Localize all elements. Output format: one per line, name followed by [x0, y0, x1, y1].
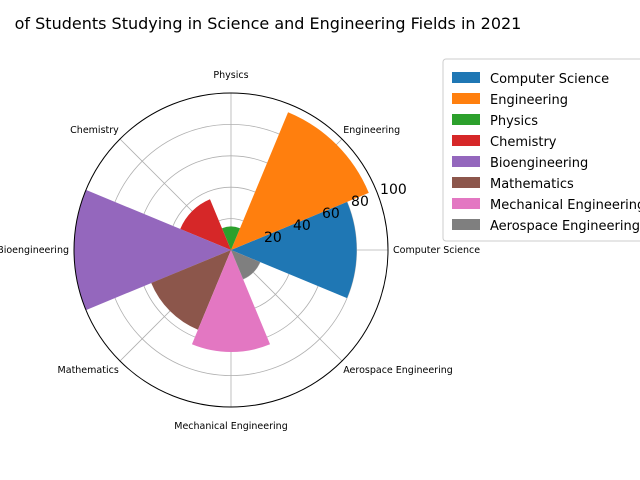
radial-tick-label: 20	[264, 230, 282, 246]
category-label: Chemistry	[70, 125, 119, 136]
legend-swatch	[452, 198, 480, 209]
legend-label: Mathematics	[490, 177, 574, 192]
category-label: Mechanical Engineering	[174, 421, 287, 432]
legend-label: Mechanical Engineering	[490, 198, 640, 213]
legend-label: Engineering	[490, 93, 568, 108]
legend-swatch	[452, 177, 480, 188]
category-label: Mathematics	[58, 365, 119, 376]
legend-label: Chemistry	[490, 135, 557, 150]
category-label: Physics	[213, 70, 248, 81]
category-labels: Computer Science Engineering Physics Chemis…	[0, 70, 480, 432]
category-label: Engineering	[343, 125, 400, 136]
legend-swatch	[452, 219, 480, 230]
legend-swatch	[452, 156, 480, 167]
category-label: Bioengineering	[0, 245, 69, 256]
bar-mathematics	[151, 250, 231, 330]
bar-mechanical-engineering	[191, 250, 271, 353]
legend-label: Computer Science	[490, 72, 609, 87]
bar-computer-science	[231, 201, 357, 299]
bar-aerospace-engineering	[231, 250, 261, 280]
radial-tick-label: 40	[293, 218, 311, 234]
legend-label: Aerospace Engineering	[490, 219, 640, 234]
category-label: Computer Science	[393, 245, 480, 256]
bar-chemistry	[180, 199, 231, 250]
legend-swatch	[452, 135, 480, 146]
radial-tick-label: 60	[322, 206, 340, 222]
legend-box	[442, 58, 640, 242]
bar-physics	[221, 226, 241, 250]
radial-tick-labels: 20 40 60 80 100	[264, 182, 407, 246]
bar-engineering	[231, 112, 369, 250]
bar-bioengineering	[73, 189, 231, 311]
category-label: Aerospace Engineering	[343, 365, 453, 376]
outer-frame	[73, 92, 389, 408]
legend-swatch	[452, 72, 480, 83]
legend-swatch	[452, 114, 480, 125]
radial-tick-label: 80	[351, 194, 369, 210]
chart-title: of Students Studying in Science and Engi…	[15, 14, 522, 33]
bars	[73, 112, 369, 353]
legend: Computer Science Engineering Physics Chemis…	[442, 58, 640, 242]
radial-tick-label: 100	[380, 182, 407, 198]
legend-swatch	[452, 93, 480, 104]
legend-label: Physics	[490, 114, 538, 129]
legend-label: Bioengineering	[490, 156, 588, 171]
